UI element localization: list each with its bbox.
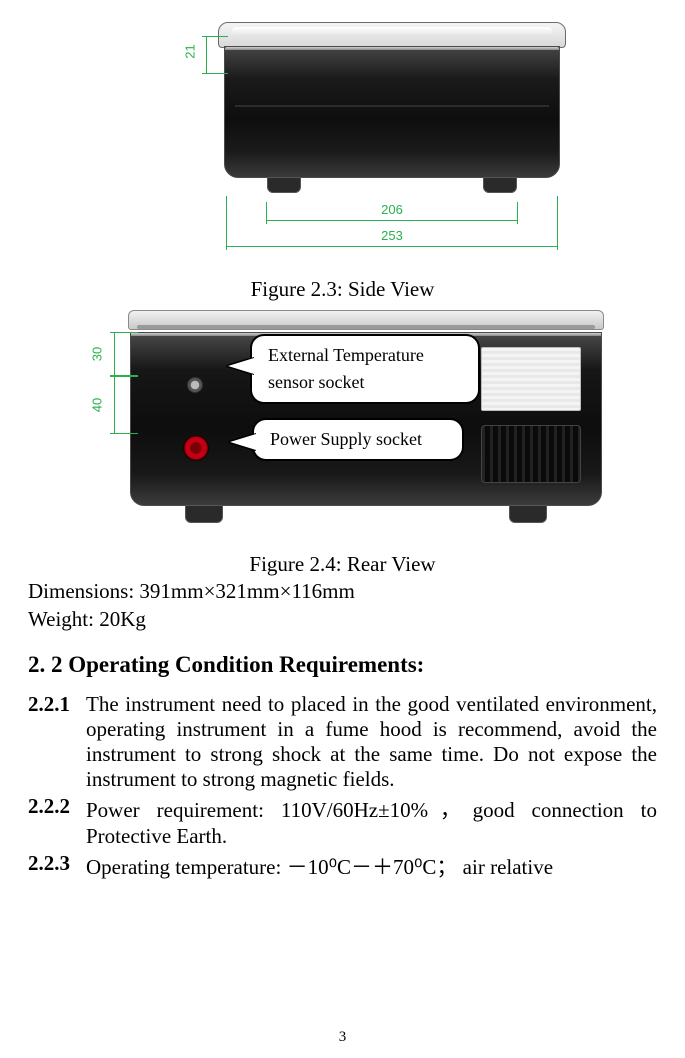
- section-2-2-heading: 2. 2 Operating Condition Requirements:: [28, 652, 657, 678]
- figure-2-3: 21 206 253: [28, 10, 657, 275]
- item-number: 2.2.3: [28, 851, 86, 881]
- item-number: 2.2.1: [28, 692, 86, 792]
- item-text: Power requirement: 110V/60Hz±10%，good co…: [86, 794, 657, 849]
- item-number: 2.2.2: [28, 794, 86, 849]
- dimension-30: 30: [92, 332, 132, 376]
- dimension-30-value: 30: [90, 347, 105, 361]
- callout-ext-temp-sensor: External Temperature sensor socket: [250, 334, 480, 404]
- rear-label-plate: [481, 347, 581, 411]
- figure-2-4-caption: Figure 2.4: Rear View: [28, 552, 657, 577]
- item-2-2-1: 2.2.1 The instrument need to placed in t…: [28, 692, 657, 792]
- dimension-206: 206: [266, 206, 518, 230]
- power-supply-socket-icon: [183, 435, 209, 461]
- spec-dimensions: Dimensions: 391mm×321mm×116mm: [28, 577, 657, 605]
- callout-power-supply: Power Supply socket: [252, 418, 464, 461]
- dimension-21: 21: [188, 36, 218, 74]
- spec-weight: Weight: 20Kg: [28, 605, 657, 633]
- item-text: The instrument need to placed in the goo…: [86, 692, 657, 792]
- side-view-drawing: [218, 22, 566, 200]
- item-text: Operating temperature: －10⁰C－＋70⁰C； air …: [86, 851, 657, 881]
- item-2-2-3: 2.2.3 Operating temperature: －10⁰C－＋70⁰C…: [28, 851, 657, 881]
- callout-ext-temp-sensor-text: External Temperature sensor socket: [268, 345, 424, 392]
- callout-power-supply-text: Power Supply socket: [270, 429, 422, 449]
- figure-2-3-caption: Figure 2.3: Side View: [28, 277, 657, 302]
- dimension-253-value: 253: [226, 228, 558, 243]
- figure-2-4: 30 40 External Temperature sensor socket…: [28, 306, 657, 552]
- dimension-206-value: 206: [266, 202, 518, 217]
- rear-vent-grill: [481, 425, 581, 483]
- dimension-40-value: 40: [90, 398, 105, 412]
- dimension-40: 40: [92, 376, 132, 434]
- external-temp-sensor-socket-icon: [187, 377, 203, 393]
- page-number: 3: [0, 1029, 685, 1046]
- dimension-253: 253: [226, 232, 558, 256]
- dimension-21-value: 21: [183, 42, 198, 62]
- item-2-2-2: 2.2.2 Power requirement: 110V/60Hz±10%，g…: [28, 794, 657, 849]
